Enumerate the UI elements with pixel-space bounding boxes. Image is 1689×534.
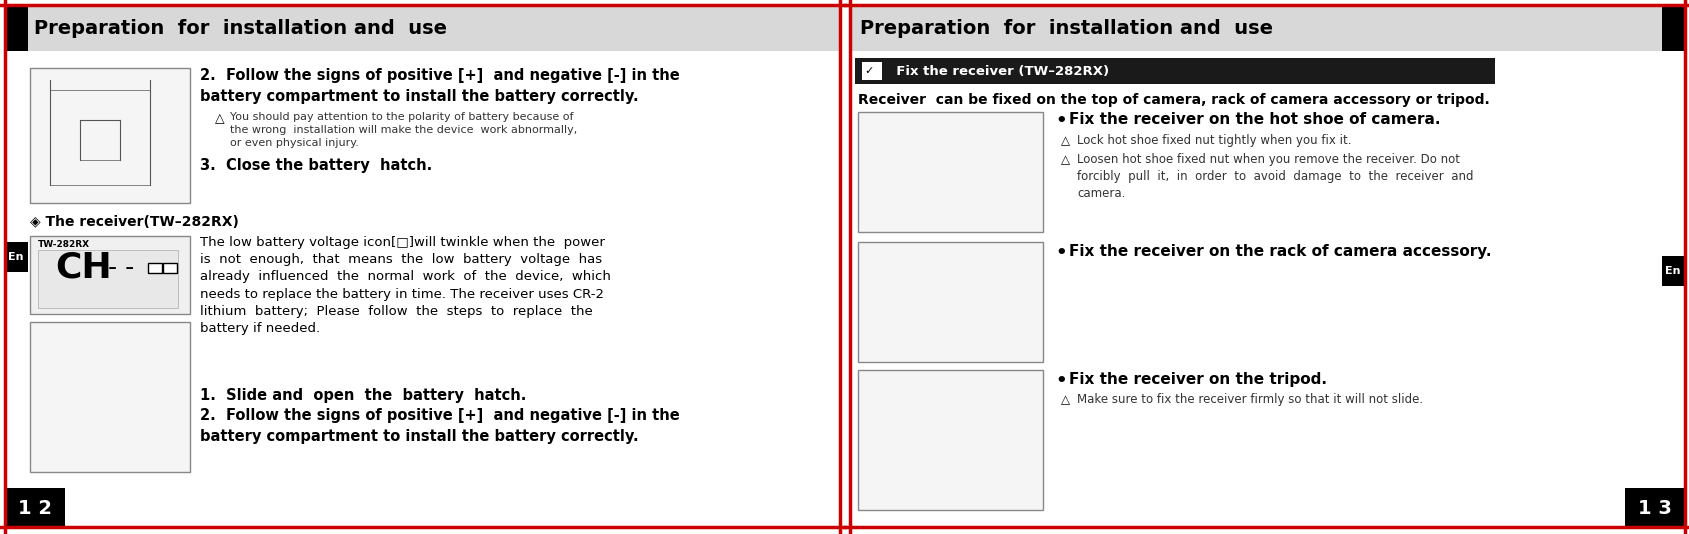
Text: Preparation  for  installation and  use: Preparation for installation and use bbox=[34, 19, 446, 37]
Text: •: • bbox=[1054, 372, 1066, 390]
Bar bbox=[861, 62, 882, 80]
Text: En: En bbox=[1664, 266, 1681, 276]
Bar bbox=[0, 0, 844, 534]
Text: •: • bbox=[1054, 112, 1066, 130]
Bar bbox=[30, 236, 189, 314]
Text: Loosen hot shoe fixed nut when you remove the receiver. Do not
forcibly  pull  i: Loosen hot shoe fixed nut when you remov… bbox=[1076, 153, 1473, 200]
Text: △: △ bbox=[1061, 134, 1069, 147]
Bar bbox=[1660, 5, 1684, 51]
Bar bbox=[162, 263, 177, 273]
Text: △: △ bbox=[215, 112, 225, 125]
Text: Fix the receiver on the tripod.: Fix the receiver on the tripod. bbox=[1069, 372, 1326, 387]
Bar bbox=[149, 263, 162, 273]
Text: ✓: ✓ bbox=[863, 66, 873, 76]
Bar bbox=[37, 250, 177, 308]
Text: 1 2: 1 2 bbox=[19, 499, 52, 517]
Text: Preparation  for  installation and  use: Preparation for installation and use bbox=[860, 19, 1272, 37]
Bar bbox=[858, 112, 1042, 232]
Bar bbox=[5, 5, 839, 51]
Text: - -: - - bbox=[108, 256, 133, 280]
Text: Fix the receiver on the hot shoe of camera.: Fix the receiver on the hot shoe of came… bbox=[1069, 112, 1439, 127]
Text: 2.  Follow the signs of positive [+]  and negative [-] in the
battery compartmen: 2. Follow the signs of positive [+] and … bbox=[199, 408, 679, 444]
Bar bbox=[30, 322, 189, 472]
Bar bbox=[850, 5, 1684, 51]
Text: ◈ The receiver(TW–282RX): ◈ The receiver(TW–282RX) bbox=[30, 215, 238, 229]
Bar bbox=[5, 5, 29, 51]
Text: Receiver  can be fixed on the top of camera, rack of camera accessory or tripod.: Receiver can be fixed on the top of came… bbox=[858, 93, 1490, 107]
Text: En: En bbox=[8, 252, 24, 262]
Bar bbox=[858, 370, 1042, 510]
Bar bbox=[5, 242, 29, 272]
Text: Fix the receiver (TW–282RX): Fix the receiver (TW–282RX) bbox=[887, 65, 1108, 77]
Bar bbox=[1660, 256, 1684, 286]
Text: Fix the receiver on the rack of camera accessory.: Fix the receiver on the rack of camera a… bbox=[1069, 244, 1491, 259]
Text: You should pay attention to the polarity of battery because of
the wrong  instal: You should pay attention to the polarity… bbox=[230, 112, 578, 148]
Bar bbox=[844, 0, 1689, 534]
Bar bbox=[855, 58, 1495, 84]
Bar bbox=[1625, 488, 1684, 528]
Bar bbox=[858, 242, 1042, 362]
Bar bbox=[30, 68, 189, 203]
Text: Make sure to fix the receiver firmly so that it will not slide.: Make sure to fix the receiver firmly so … bbox=[1076, 393, 1422, 406]
Text: △: △ bbox=[1061, 153, 1069, 166]
Text: 1 3: 1 3 bbox=[1637, 499, 1670, 517]
Text: The low battery voltage icon[□]will twinkle when the  power
is  not  enough,  th: The low battery voltage icon[□]will twin… bbox=[199, 236, 610, 335]
Bar bbox=[5, 488, 64, 528]
Text: 3.  Close the battery  hatch.: 3. Close the battery hatch. bbox=[199, 158, 432, 173]
Text: △: △ bbox=[1061, 393, 1069, 406]
Text: 1.  Slide and  open  the  battery  hatch.: 1. Slide and open the battery hatch. bbox=[199, 388, 525, 403]
Text: TW-282RX: TW-282RX bbox=[37, 240, 90, 249]
Text: •: • bbox=[1054, 244, 1066, 262]
Text: Lock hot shoe fixed nut tightly when you fix it.: Lock hot shoe fixed nut tightly when you… bbox=[1076, 134, 1351, 147]
Text: 2.  Follow the signs of positive [+]  and negative [-] in the
battery compartmen: 2. Follow the signs of positive [+] and … bbox=[199, 68, 679, 104]
Text: CH: CH bbox=[56, 251, 111, 285]
